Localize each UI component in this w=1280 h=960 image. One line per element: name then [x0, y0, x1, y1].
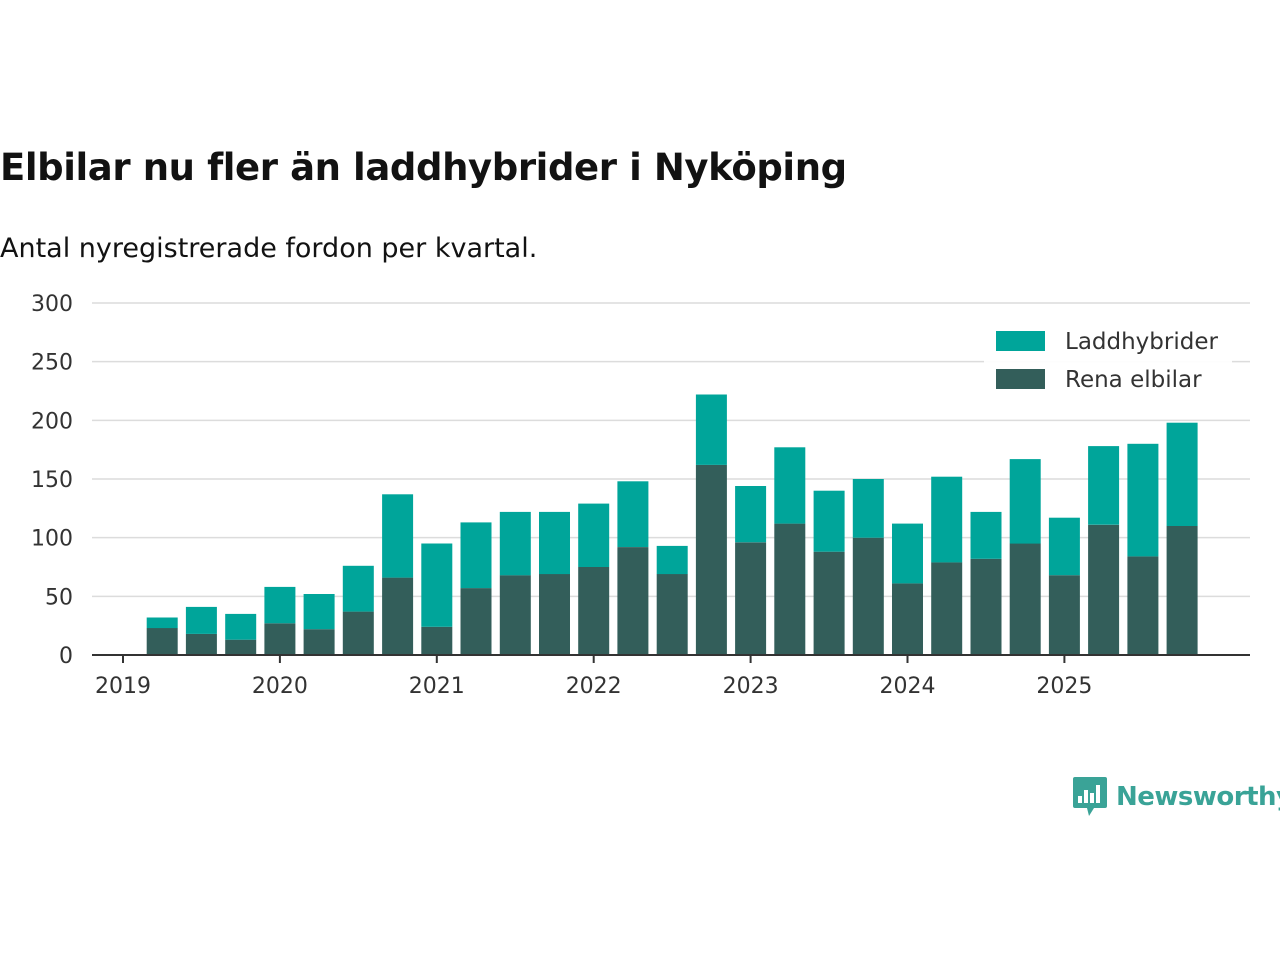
x-tick-label: 2019: [95, 674, 151, 699]
bar-rena-elbilar-2022-q3: [656, 574, 688, 655]
bar-laddhybrider-2023-q1: [735, 486, 767, 543]
y-tick-label: 100: [31, 527, 73, 552]
bar-laddhybrider-2025-q2: [1088, 446, 1120, 525]
bar-laddhybrider-2019-q2: [146, 617, 178, 629]
bar-rena-elbilar-2022-q2: [617, 547, 649, 655]
bar-laddhybrider-2019-q4: [225, 613, 257, 640]
bar-laddhybrider-2022-q2: [617, 481, 649, 547]
x-tick-label: 2024: [880, 674, 936, 699]
bar-rena-elbilar-2023-q3: [813, 551, 845, 655]
chart-subtitle: Antal nyregistrerade fordon per kvartal.: [0, 233, 538, 264]
bars: [146, 394, 1198, 655]
x-tick-label: 2020: [252, 674, 308, 699]
legend: Laddhybrider Rena elbilar: [984, 322, 1232, 400]
y-tick-label: 300: [31, 292, 73, 317]
bar-laddhybrider-2022-q3: [656, 545, 688, 575]
bar-laddhybrider-2024-q4: [1009, 459, 1041, 544]
legend-label-laddhybrider: Laddhybrider: [1065, 329, 1218, 355]
bar-laddhybrider-2023-q4: [852, 479, 884, 538]
bar-laddhybrider-2024-q2: [931, 476, 963, 563]
bar-rena-elbilar-2024-q1: [892, 583, 923, 655]
bar-laddhybrider-2021-q3: [499, 511, 531, 576]
legend-label-rena-elbilar: Rena elbilar: [1065, 367, 1202, 393]
y-tick-label: 0: [59, 644, 73, 669]
bar-rena-elbilar-2020-q2: [303, 629, 335, 655]
bar-laddhybrider-2022-q4: [695, 394, 727, 465]
bar-rena-elbilar-2025-q2: [1088, 524, 1120, 655]
legend-swatch-rena-elbilar: [996, 369, 1045, 389]
x-tick-label: 2023: [723, 674, 779, 699]
x-tick-label: 2021: [409, 674, 465, 699]
bar-rena-elbilar-2020-q3: [342, 611, 374, 655]
bar-rena-elbilar-2019-q2: [146, 628, 178, 655]
bar-rena-elbilar-2025-q3: [1127, 556, 1159, 655]
bar-laddhybrider-2024-q1: [892, 523, 923, 584]
bar-laddhybrider-2020-q1: [264, 586, 296, 624]
bar-laddhybrider-2025-q3: [1127, 443, 1159, 557]
y-tick-label: 250: [31, 351, 73, 376]
bar-rena-elbilar-2021-q2: [460, 588, 492, 655]
bar-laddhybrider-2020-q2: [303, 594, 335, 630]
bar-laddhybrider-2023-q2: [774, 447, 806, 524]
newsworthy-brand-name: Newsworthy: [1116, 782, 1280, 812]
bar-rena-elbilar-2023-q1: [735, 542, 767, 655]
y-axis-ticks: 0 50 100 150 200 250 300: [31, 292, 73, 669]
bar-laddhybrider-2024-q3: [970, 511, 1002, 559]
bar-rena-elbilar-2024-q2: [931, 562, 963, 655]
legend-swatch-laddhybrider: [996, 331, 1045, 351]
bar-laddhybrider-2025-q1: [1048, 517, 1080, 576]
bar-laddhybrider-2022-q1: [578, 503, 610, 567]
bar-rena-elbilar-2021-q1: [421, 626, 453, 655]
y-tick-label: 150: [31, 468, 73, 493]
chart-title: Elbilar nu fler än laddhybrider i Nyköpi…: [0, 146, 847, 189]
bar-rena-elbilar-2021-q4: [539, 574, 570, 655]
bar-rena-elbilar-2022-q1: [578, 567, 610, 655]
x-axis-ticks: 2019 2020 2021 2022 2023 2024 2025: [95, 655, 1092, 699]
bar-rena-elbilar-2024-q4: [1009, 543, 1041, 655]
bar-laddhybrider-2021-q1: [421, 543, 453, 627]
bar-rena-elbilar-2020-q4: [382, 577, 414, 655]
bar-rena-elbilar-2023-q4: [852, 537, 884, 655]
bar-laddhybrider-2019-q3: [185, 606, 217, 634]
bar-laddhybrider-2020-q3: [342, 565, 374, 612]
x-tick-label: 2022: [566, 674, 622, 699]
bar-rena-elbilar-2022-q4: [695, 464, 727, 655]
bar-rena-elbilar-2019-q4: [225, 639, 257, 655]
newsworthy-logo: Newsworthy: [1072, 776, 1280, 818]
y-tick-label: 200: [31, 409, 73, 434]
bar-laddhybrider-2021-q2: [460, 522, 492, 589]
bar-rena-elbilar-2023-q2: [774, 523, 806, 655]
bar-rena-elbilar-2019-q3: [185, 633, 217, 655]
bar-laddhybrider-2025-q4: [1166, 422, 1198, 526]
bar-rena-elbilar-2025-q1: [1048, 575, 1080, 655]
bar-rena-elbilar-2024-q3: [970, 558, 1002, 655]
bar-rena-elbilar-2020-q1: [264, 623, 296, 655]
bar-laddhybrider-2020-q4: [382, 494, 414, 578]
newsworthy-logo-icon: [1073, 777, 1107, 816]
bar-rena-elbilar-2025-q4: [1166, 525, 1198, 655]
bar-rena-elbilar-2021-q3: [499, 575, 531, 655]
bar-laddhybrider-2023-q3: [813, 490, 845, 552]
x-tick-label: 2025: [1036, 674, 1092, 699]
y-tick-label: 50: [45, 585, 73, 610]
bar-laddhybrider-2021-q4: [539, 511, 570, 575]
